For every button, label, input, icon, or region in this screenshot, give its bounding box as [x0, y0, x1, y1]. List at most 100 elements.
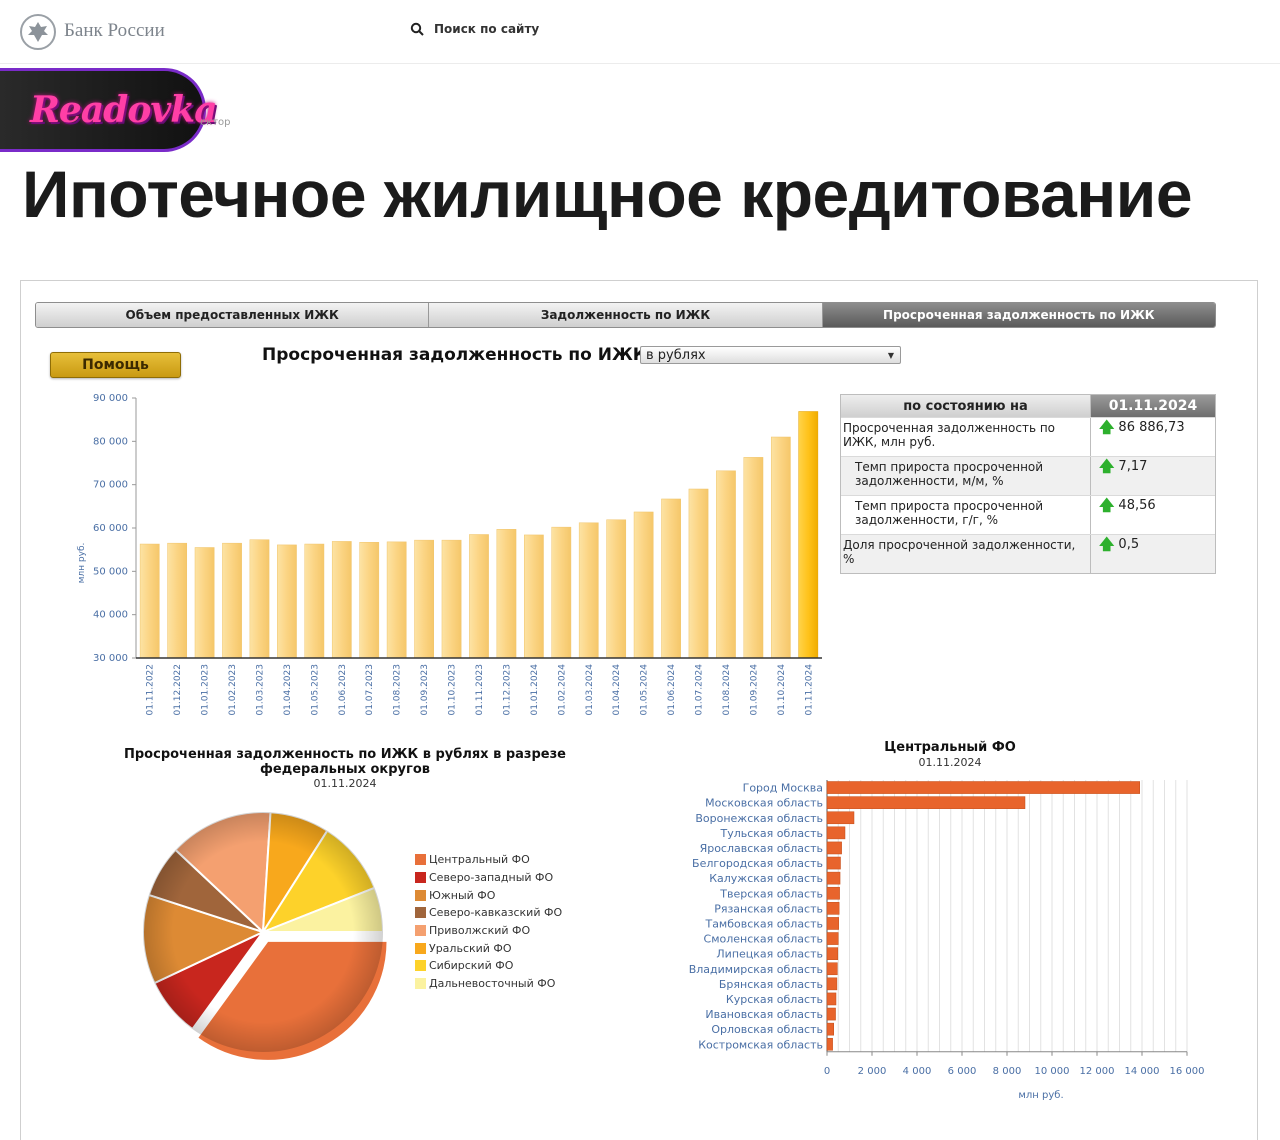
bar[interactable]	[139, 543, 160, 659]
hbar[interactable]	[826, 902, 840, 915]
bar[interactable]	[414, 539, 434, 659]
bar[interactable]	[496, 529, 517, 659]
bar-chart-ylabel: млн руб.	[77, 543, 87, 584]
bar[interactable]	[633, 511, 654, 659]
hbar[interactable]	[826, 1022, 834, 1036]
hbar[interactable]	[826, 1007, 836, 1021]
legend-item[interactable]: Центральный ФО	[415, 851, 562, 869]
bar[interactable]	[770, 436, 791, 659]
category-label: Город Москва	[743, 782, 823, 795]
breadcrumb[interactable]: ектор	[200, 117, 231, 128]
bar[interactable]	[249, 539, 270, 659]
hbar[interactable]	[826, 871, 841, 885]
bar[interactable]	[359, 542, 380, 659]
hbar[interactable]	[826, 826, 846, 840]
legend-swatch	[415, 960, 426, 972]
stats-row: Доля просроченной задолженности, % 🡅 0,5	[841, 534, 1215, 573]
bar[interactable]	[524, 534, 544, 659]
stats-header-date: 01.11.2024	[1091, 395, 1215, 417]
bar[interactable]	[716, 470, 736, 659]
stats-row: Темп прироста просроченной задолженности…	[841, 495, 1215, 534]
bar[interactable]	[277, 544, 297, 659]
hbar[interactable]	[826, 932, 839, 945]
legend-swatch	[415, 942, 426, 954]
bar[interactable]	[743, 457, 764, 659]
hbar[interactable]	[826, 947, 839, 960]
legend-label: Приволжский ФО	[429, 924, 531, 938]
x-tick-label: 14 000	[1125, 1066, 1160, 1077]
x-tick-label: 01.08.2024	[722, 664, 732, 716]
stats-row-value: 86 886,73	[1118, 420, 1185, 435]
legend-item[interactable]: Дальневосточный ФО	[415, 975, 562, 993]
x-tick-label: 01.12.2022	[173, 664, 183, 716]
x-tick-label: 01.03.2023	[255, 664, 265, 716]
bar[interactable]	[551, 526, 572, 659]
category-label: Белгородская область	[692, 857, 823, 870]
hbar-chart-xlabel: млн руб.	[1018, 1090, 1063, 1101]
bar[interactable]	[469, 534, 489, 659]
bar[interactable]	[688, 488, 709, 659]
category-label: Воронежская область	[695, 812, 823, 825]
hbar[interactable]	[826, 977, 838, 991]
bank-name[interactable]: Банк России	[64, 20, 165, 41]
x-tick-label: 4 000	[903, 1066, 932, 1077]
bar[interactable]	[222, 542, 242, 659]
x-tick-label: 01.04.2023	[283, 664, 293, 716]
watermark-badge: Readovka	[0, 68, 218, 152]
legend-label: Сибирский ФО	[429, 959, 514, 973]
hbar[interactable]	[826, 856, 841, 870]
bar[interactable]	[386, 541, 407, 659]
help-button[interactable]: Помощь	[50, 352, 181, 378]
category-label: Ярославская область	[700, 842, 823, 855]
search-button[interactable]: Поиск по сайту	[410, 22, 539, 36]
bar[interactable]	[606, 519, 627, 659]
currency-select[interactable]: в рублях ▼	[640, 346, 901, 364]
hbar[interactable]	[826, 962, 838, 976]
legend-item[interactable]: Северо-западный ФО	[415, 869, 562, 887]
hbar[interactable]	[826, 841, 842, 855]
category-label: Липецкая область	[716, 948, 823, 961]
x-tick-label: 01.09.2024	[749, 664, 759, 716]
bar[interactable]	[194, 547, 215, 659]
stats-header-label: по состоянию на	[841, 395, 1091, 417]
hbar[interactable]	[826, 917, 839, 930]
hbar[interactable]	[826, 781, 1140, 794]
legend-item[interactable]: Южный ФО	[415, 886, 562, 904]
tab-overdue-debt[interactable]: Просроченная задолженность по ИЖК	[822, 303, 1215, 327]
legend-item[interactable]: Приволжский ФО	[415, 922, 562, 940]
category-label: Смоленская область	[704, 933, 823, 946]
x-tick-label: 8 000	[993, 1066, 1022, 1077]
federal-district-pie-chart	[142, 811, 389, 1062]
legend-item[interactable]: Северо-кавказский ФО	[415, 904, 562, 922]
legend-item[interactable]: Уральский ФО	[415, 939, 562, 957]
legend-item[interactable]: Сибирский ФО	[415, 957, 562, 975]
x-tick-label: 12 000	[1080, 1066, 1115, 1077]
bar[interactable]	[661, 498, 681, 659]
bar[interactable]	[167, 542, 188, 659]
hbar[interactable]	[826, 1037, 833, 1051]
stats-row-value: 7,17	[1118, 459, 1148, 474]
bank-emblem-icon[interactable]	[20, 14, 56, 50]
x-tick-label: 01.06.2023	[338, 664, 348, 716]
stats-table: по состоянию на 01.11.2024 Просроченная …	[840, 394, 1216, 574]
hbar[interactable]	[826, 992, 837, 1006]
hbar[interactable]	[826, 811, 855, 825]
legend-label: Центральный ФО	[429, 853, 530, 867]
legend-label: Уральский ФО	[429, 941, 512, 955]
x-tick-label: 01.10.2024	[777, 664, 787, 716]
stats-row-label: Темп прироста просроченной задолженности…	[841, 496, 1091, 534]
x-tick-label: 01.05.2024	[640, 664, 650, 716]
bar[interactable]	[798, 411, 819, 659]
bar[interactable]	[331, 541, 352, 659]
x-tick-label: 01.11.2024	[804, 664, 814, 716]
tab-debt[interactable]: Задолженность по ИЖК	[429, 303, 823, 327]
bar[interactable]	[304, 543, 325, 659]
x-tick-label: 01.03.2024	[585, 664, 595, 716]
tab-volume[interactable]: Объем предоставленных ИЖК	[36, 303, 430, 327]
y-tick-label: 50 000	[93, 566, 128, 577]
search-label: Поиск по сайту	[434, 22, 540, 36]
bar[interactable]	[578, 522, 599, 659]
hbar[interactable]	[826, 796, 1026, 809]
bar[interactable]	[441, 539, 462, 659]
hbar[interactable]	[826, 886, 840, 900]
